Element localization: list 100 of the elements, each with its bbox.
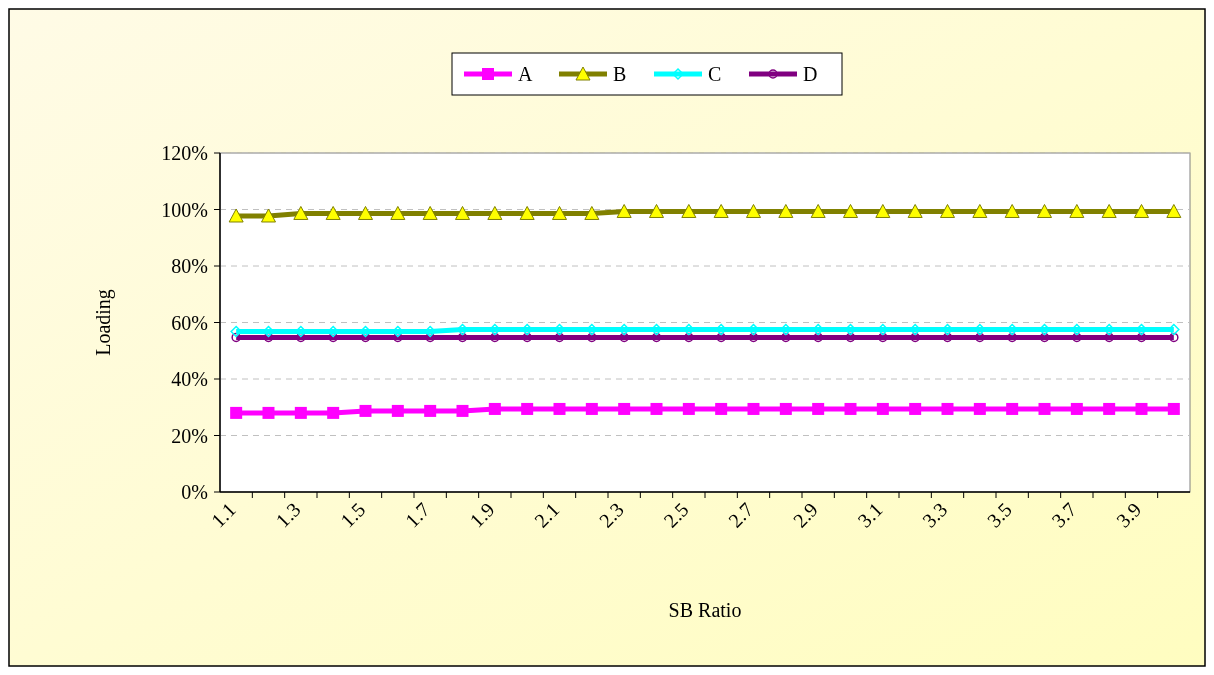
point bbox=[553, 402, 566, 415]
point bbox=[1135, 402, 1148, 415]
y-tick-label: 60% bbox=[171, 311, 208, 334]
y-tick-label: 120% bbox=[161, 142, 208, 164]
point bbox=[488, 402, 501, 415]
point bbox=[262, 406, 275, 419]
point bbox=[778, 203, 794, 218]
point bbox=[1070, 402, 1083, 415]
legend-label: B bbox=[613, 63, 627, 85]
point bbox=[909, 402, 922, 415]
x-tick-label: 1.3 bbox=[271, 498, 305, 532]
x-tick-label: 1.7 bbox=[400, 498, 434, 532]
point bbox=[812, 402, 825, 415]
x-tick-label: 2.3 bbox=[594, 498, 628, 532]
point bbox=[231, 332, 241, 343]
point bbox=[1072, 332, 1082, 343]
point bbox=[587, 332, 597, 343]
point bbox=[715, 402, 728, 415]
y-axis-title: Loading bbox=[92, 289, 115, 356]
x-tick-label: 1.1 bbox=[206, 498, 240, 532]
x-tick-label: 3.3 bbox=[918, 498, 952, 532]
point bbox=[845, 332, 856, 343]
point bbox=[1103, 402, 1116, 415]
point bbox=[716, 332, 726, 343]
point bbox=[325, 205, 341, 220]
point bbox=[876, 402, 889, 415]
point bbox=[878, 332, 888, 343]
x-tick-label: 2.5 bbox=[659, 498, 693, 532]
point bbox=[843, 203, 858, 218]
point bbox=[875, 203, 891, 218]
point bbox=[1038, 402, 1051, 415]
point bbox=[1006, 402, 1019, 415]
x-tick-label: 3.1 bbox=[853, 498, 887, 532]
legend-label: A bbox=[518, 63, 533, 85]
point bbox=[425, 332, 435, 343]
point bbox=[457, 332, 468, 343]
point bbox=[1037, 203, 1052, 218]
point bbox=[1069, 203, 1085, 218]
point bbox=[294, 406, 307, 419]
x-tick-label: 3.5 bbox=[982, 498, 1016, 532]
point bbox=[585, 402, 598, 415]
x-tick-label: 2.7 bbox=[724, 498, 758, 532]
point bbox=[907, 203, 923, 218]
point bbox=[456, 404, 469, 417]
point bbox=[713, 203, 729, 218]
x-axis-title: SB Ratio bbox=[668, 599, 742, 621]
point bbox=[455, 205, 470, 220]
point bbox=[390, 205, 406, 220]
y-tick-label: 0% bbox=[181, 481, 208, 503]
point bbox=[293, 205, 309, 220]
y-tick-label: 100% bbox=[161, 198, 208, 221]
point bbox=[584, 205, 600, 220]
point bbox=[781, 332, 791, 343]
point bbox=[942, 332, 953, 343]
point bbox=[649, 203, 664, 218]
point bbox=[684, 332, 694, 343]
point bbox=[519, 205, 535, 220]
x-tick-label: 1.5 bbox=[336, 498, 370, 532]
legend-label: D bbox=[803, 63, 818, 85]
point bbox=[813, 332, 823, 343]
point bbox=[1039, 332, 1050, 343]
point bbox=[487, 205, 503, 220]
x-tick-label: 1.9 bbox=[465, 498, 499, 532]
point bbox=[616, 203, 632, 218]
point bbox=[748, 332, 759, 343]
point bbox=[552, 205, 567, 220]
point bbox=[422, 205, 438, 220]
point bbox=[1101, 203, 1117, 218]
point bbox=[391, 404, 404, 417]
point bbox=[521, 402, 534, 415]
point bbox=[1104, 332, 1114, 343]
point bbox=[522, 332, 532, 343]
point bbox=[424, 404, 437, 417]
point bbox=[779, 402, 792, 415]
point bbox=[1136, 332, 1147, 343]
legend-label: C bbox=[708, 63, 722, 85]
point bbox=[554, 332, 565, 343]
point bbox=[1004, 203, 1020, 218]
point bbox=[941, 402, 954, 415]
point bbox=[1007, 332, 1017, 343]
x-tick-label: 3.7 bbox=[1047, 498, 1081, 532]
point bbox=[1167, 402, 1180, 415]
point bbox=[940, 203, 955, 218]
point bbox=[650, 402, 663, 415]
y-tick-label: 20% bbox=[171, 424, 208, 447]
x-tick-label: 2.9 bbox=[788, 498, 822, 532]
point bbox=[746, 203, 761, 218]
point bbox=[1166, 203, 1182, 218]
y-tick-label: 40% bbox=[171, 368, 208, 390]
point bbox=[1169, 332, 1179, 343]
point bbox=[619, 332, 629, 343]
point bbox=[359, 404, 372, 417]
point bbox=[1134, 203, 1149, 218]
point bbox=[973, 402, 986, 415]
point bbox=[844, 402, 857, 415]
point bbox=[327, 406, 340, 419]
point bbox=[747, 402, 760, 415]
point bbox=[681, 203, 697, 218]
point bbox=[228, 208, 244, 223]
x-tick-label: 3.9 bbox=[1112, 498, 1146, 532]
